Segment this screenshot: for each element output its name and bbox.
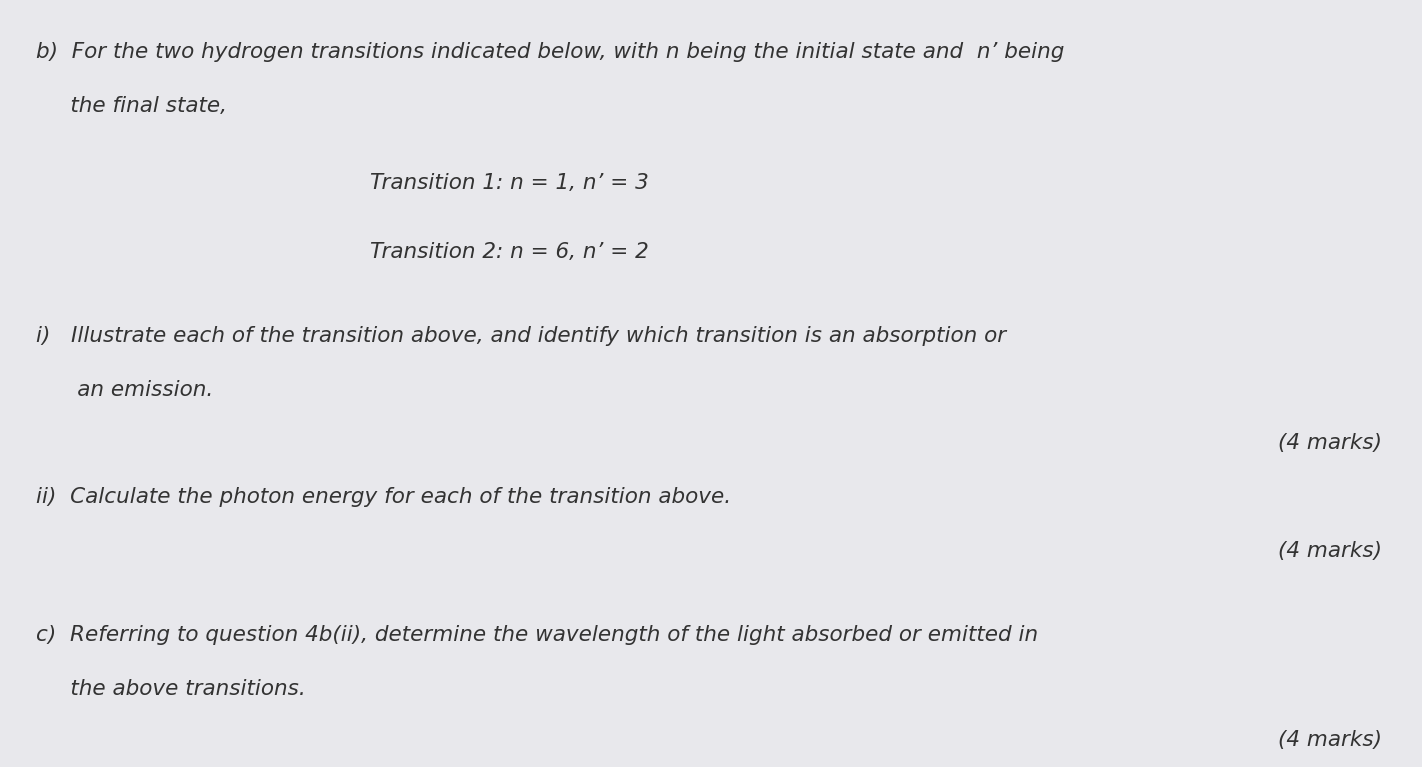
Text: b)  For the two hydrogen transitions indicated below, with n being the initial s: b) For the two hydrogen transitions indi… xyxy=(36,42,1064,62)
Text: c)  Referring to question 4b(ii), determine the wavelength of the light absorbed: c) Referring to question 4b(ii), determi… xyxy=(36,625,1038,645)
Text: an emission.: an emission. xyxy=(36,380,213,400)
Text: (4 marks): (4 marks) xyxy=(1278,541,1382,561)
Text: i)   Illustrate each of the transition above, and identify which transition is a: i) Illustrate each of the transition abo… xyxy=(36,326,1005,346)
Text: the final state,: the final state, xyxy=(36,96,226,116)
Text: Transition 2: n = 6, n’ = 2: Transition 2: n = 6, n’ = 2 xyxy=(370,242,648,262)
Text: Transition 1: n = 1, n’ = 3: Transition 1: n = 1, n’ = 3 xyxy=(370,173,648,193)
Text: (4 marks): (4 marks) xyxy=(1278,433,1382,453)
Text: ii)  Calculate the photon energy for each of the transition above.: ii) Calculate the photon energy for each… xyxy=(36,487,731,507)
Text: the above transitions.: the above transitions. xyxy=(36,679,306,699)
Text: (4 marks): (4 marks) xyxy=(1278,730,1382,750)
